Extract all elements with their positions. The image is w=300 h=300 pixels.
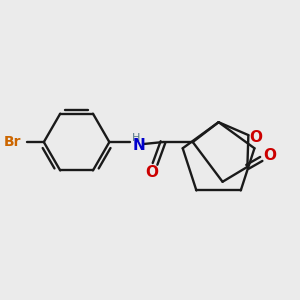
- Text: N: N: [133, 137, 146, 152]
- Text: H: H: [132, 133, 140, 143]
- Text: O: O: [146, 165, 159, 180]
- Text: O: O: [249, 130, 262, 145]
- Text: Br: Br: [4, 135, 21, 149]
- Text: O: O: [264, 148, 277, 164]
